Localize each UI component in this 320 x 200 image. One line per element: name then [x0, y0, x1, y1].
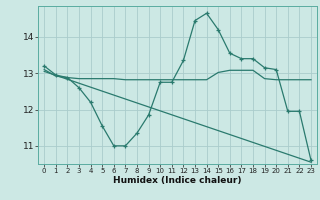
- X-axis label: Humidex (Indice chaleur): Humidex (Indice chaleur): [113, 176, 242, 185]
